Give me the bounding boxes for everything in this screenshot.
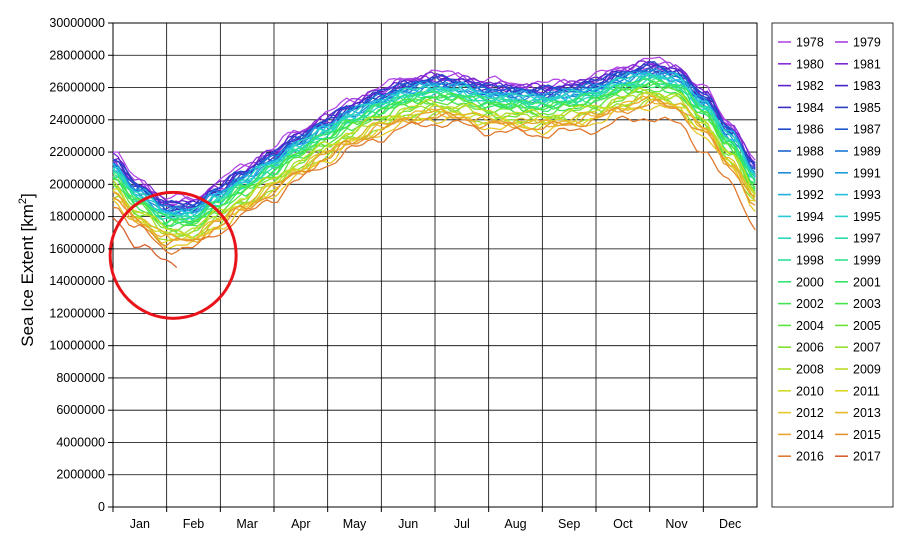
legend-label-1984: 1984 bbox=[796, 101, 824, 115]
legend-label-1987: 1987 bbox=[853, 123, 881, 137]
legend-label-1992: 1992 bbox=[796, 188, 824, 202]
series-line-2017 bbox=[112, 217, 178, 268]
legend-label-1978: 1978 bbox=[796, 36, 824, 50]
legend-label-1982: 1982 bbox=[796, 79, 824, 93]
legend-label-2013: 2013 bbox=[853, 406, 881, 420]
y-axis-label: Sea Ice Extent [km2] bbox=[17, 193, 37, 347]
series-line-1997 bbox=[112, 76, 756, 225]
y-tick-label: 10000000 bbox=[49, 339, 105, 353]
series-line-2003 bbox=[112, 79, 756, 228]
legend-label-2015: 2015 bbox=[853, 428, 881, 442]
legend-label-2002: 2002 bbox=[796, 297, 824, 311]
legend-label-1990: 1990 bbox=[796, 166, 824, 180]
legend-label-2016: 2016 bbox=[796, 450, 824, 464]
legend-label-2010: 2010 bbox=[796, 384, 824, 398]
x-tick-label: Jun bbox=[398, 517, 418, 531]
legend-label-1980: 1980 bbox=[796, 57, 824, 71]
x-tick-label: Feb bbox=[183, 517, 205, 531]
legend-label-1991: 1991 bbox=[853, 166, 881, 180]
legend-label-1989: 1989 bbox=[853, 145, 881, 159]
legend-label-2012: 2012 bbox=[796, 406, 824, 420]
y-tick-label: 14000000 bbox=[49, 274, 105, 288]
series-line-2016 bbox=[112, 115, 756, 255]
legend-label-1988: 1988 bbox=[796, 145, 824, 159]
legend-label-1995: 1995 bbox=[853, 210, 881, 224]
series-line-2014 bbox=[112, 94, 756, 244]
y-tick-label: 16000000 bbox=[49, 242, 105, 256]
legend-label-2007: 2007 bbox=[853, 341, 881, 355]
series-layer bbox=[108, 56, 756, 320]
series-line-2013 bbox=[112, 95, 756, 243]
legend-label-1993: 1993 bbox=[853, 188, 881, 202]
legend-label-1981: 1981 bbox=[853, 57, 881, 71]
y-tick-label: 28000000 bbox=[49, 48, 105, 62]
series-line-2015 bbox=[112, 99, 756, 247]
series-line-1993 bbox=[112, 72, 756, 221]
legend-box bbox=[771, 22, 894, 508]
legend-label-2001: 2001 bbox=[853, 275, 881, 289]
series-line-2012 bbox=[112, 104, 756, 250]
x-tick-label: Nov bbox=[665, 517, 688, 531]
legend-label-2014: 2014 bbox=[796, 428, 824, 442]
x-tick-label: Jan bbox=[130, 517, 150, 531]
series-line-1986 bbox=[112, 61, 756, 209]
y-tick-label: 2000000 bbox=[56, 468, 105, 482]
series-line-2002 bbox=[112, 80, 756, 227]
series-line-1994 bbox=[112, 72, 756, 220]
legend-label-2017: 2017 bbox=[853, 450, 881, 464]
x-tick-label: Oct bbox=[613, 517, 633, 531]
legend: 1978 1979 1980 1981 1982 1983 1984 1985 1986 1987… bbox=[771, 22, 894, 508]
y-tick-label: 22000000 bbox=[49, 145, 105, 159]
y-tick-label: 6000000 bbox=[56, 403, 105, 417]
legend-label-1998: 1998 bbox=[796, 254, 824, 268]
legend-label-2008: 2008 bbox=[796, 363, 824, 377]
legend-label-1997: 1997 bbox=[853, 232, 881, 246]
y-tick-label: 20000000 bbox=[49, 177, 105, 191]
series-line-2001 bbox=[112, 78, 756, 224]
y-tick-label: 30000000 bbox=[49, 16, 105, 30]
x-tick-label: Dec bbox=[719, 517, 741, 531]
y-tick-label: 26000000 bbox=[49, 81, 105, 95]
x-tick-label: Mar bbox=[236, 517, 258, 531]
series-line-1978 bbox=[112, 56, 756, 202]
x-tick-label: Jul bbox=[454, 517, 470, 531]
legend-label-1986: 1986 bbox=[796, 123, 824, 137]
x-tick-label: Apr bbox=[291, 517, 310, 531]
x-tick-label: Aug bbox=[504, 517, 526, 531]
legend-label-1996: 1996 bbox=[796, 232, 824, 246]
series-line-1990 bbox=[112, 68, 756, 214]
legend-label-2003: 2003 bbox=[853, 297, 881, 311]
y-tick-label: 8000000 bbox=[56, 371, 105, 385]
y-tick-label: 24000000 bbox=[49, 113, 105, 127]
y-tick-label: 0 bbox=[98, 500, 105, 514]
legend-label-2006: 2006 bbox=[796, 341, 824, 355]
legend-label-2000: 2000 bbox=[796, 275, 824, 289]
axes-layer: 0 2000000 4000000 6000000 8000000 10000000 120… bbox=[49, 16, 741, 531]
y-tick-label: 18000000 bbox=[49, 210, 105, 224]
legend-label-1983: 1983 bbox=[853, 79, 881, 93]
legend-label-1979: 1979 bbox=[853, 36, 881, 50]
x-tick-label: Sep bbox=[558, 517, 580, 531]
legend-label-2011: 2011 bbox=[853, 384, 880, 398]
series-line-1998 bbox=[112, 73, 756, 223]
y-tick-label: 12000000 bbox=[49, 306, 105, 320]
legend-label-1994: 1994 bbox=[796, 210, 824, 224]
legend-label-2005: 2005 bbox=[853, 319, 881, 333]
series-line-2011 bbox=[112, 97, 756, 245]
legend-label-1999: 1999 bbox=[853, 254, 881, 268]
legend-label-2009: 2009 bbox=[853, 363, 881, 377]
legend-label-1985: 1985 bbox=[853, 101, 881, 115]
legend-label-2004: 2004 bbox=[796, 319, 824, 333]
highlight-circle bbox=[108, 190, 238, 320]
y-tick-label: 4000000 bbox=[56, 435, 105, 449]
series-line-2010 bbox=[112, 92, 756, 242]
x-tick-label: May bbox=[343, 517, 367, 531]
